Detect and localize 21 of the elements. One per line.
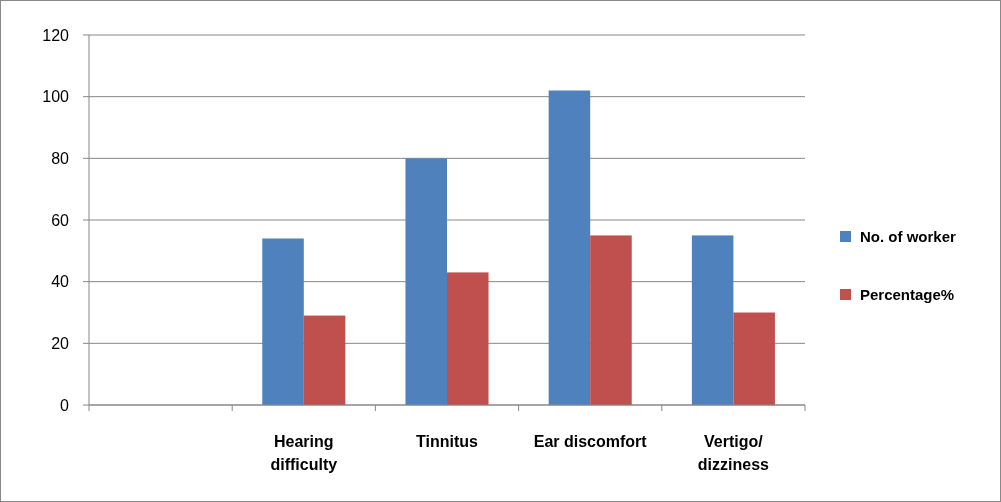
y-tick-label: 60 <box>51 211 70 229</box>
legend-label: Percentage% <box>860 286 955 304</box>
bar <box>405 158 447 405</box>
x-tick-label: Hearing difficulty <box>270 433 338 473</box>
y-tick-label: 100 <box>42 88 70 106</box>
y-tick-label: 80 <box>51 149 70 167</box>
bar <box>303 315 346 405</box>
bar <box>548 90 591 405</box>
x-tick-label: Vertigo/ dizziness <box>697 433 770 473</box>
bar <box>733 312 775 405</box>
legend-label: No. of worker <box>860 228 957 246</box>
bar <box>691 235 734 405</box>
y-tick-label: 40 <box>51 273 70 291</box>
bar <box>447 272 489 405</box>
x-tick-label: Ear discomfort <box>533 433 648 450</box>
y-tick-label: 20 <box>51 334 70 352</box>
x-tick-label: Tinnitus <box>416 433 479 450</box>
bar <box>590 235 632 405</box>
y-tick-label: 0 <box>60 396 70 414</box>
bar <box>262 238 304 405</box>
y-tick-label: 120 <box>42 26 70 44</box>
